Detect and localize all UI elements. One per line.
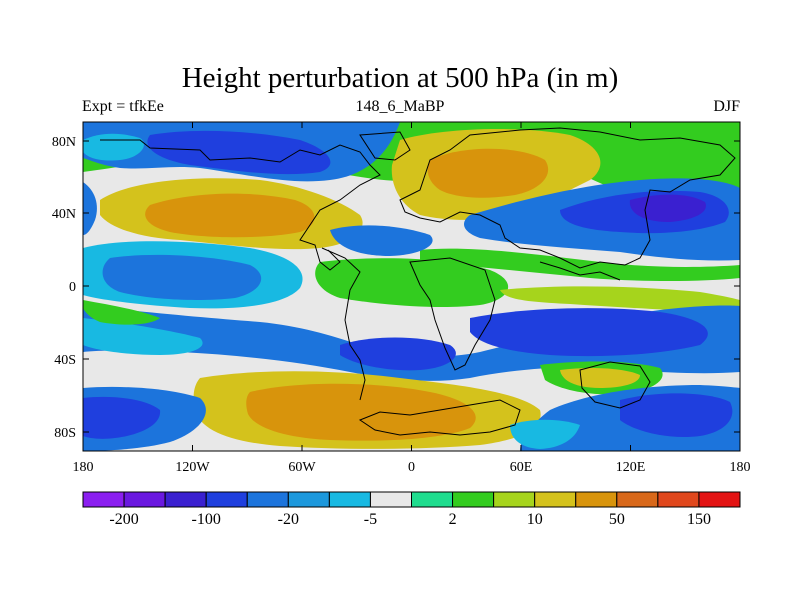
field-darkblue-north-west [147, 130, 331, 175]
colorbar-label: 10 [527, 511, 543, 528]
colorbar-swatch [534, 491, 577, 508]
colorbar-swatch [82, 491, 125, 508]
colorbar-label: 150 [687, 511, 711, 528]
field-orange-north-mid [145, 193, 315, 238]
colorbar-swatch [616, 491, 659, 508]
colorbar-swatch [328, 491, 371, 508]
experiment-label: Expt = tfkEe [82, 98, 164, 115]
coastline-eurasia [399, 127, 736, 269]
coastline-indonesia [539, 261, 621, 281]
coastline-south-america [321, 247, 366, 401]
coastlines [100, 127, 736, 436]
colorbar-swatch [287, 491, 330, 508]
colorbar-label: -5 [364, 511, 377, 528]
field-orange-south-high [246, 383, 476, 441]
coastline-greenland [359, 131, 411, 161]
colorbar-swatch [411, 491, 454, 508]
field-yellow-equator-strip [500, 286, 740, 312]
field-green-equator [315, 258, 509, 308]
lat-tick-label: 40S [54, 353, 76, 368]
lon-tick-label: 60E [510, 460, 533, 475]
lat-tick-label: 80S [54, 426, 76, 441]
contour-field [83, 122, 740, 451]
colorbar-swatch [123, 491, 166, 508]
field-darkblue-south-atlantic [340, 337, 456, 371]
lat-tick-label: 80N [52, 135, 76, 150]
field-purple-pacific [629, 194, 706, 222]
colorbar-swatch [575, 491, 618, 508]
field-blue-south-mid [83, 305, 740, 381]
lon-tick-label: 180 [730, 460, 751, 475]
run-id-label: 148_6_MaBP [355, 98, 445, 115]
coastline-australia [579, 361, 651, 409]
colorbar-swatch [164, 491, 207, 508]
field-lightblue-south-pole-mid [510, 419, 580, 449]
field-green-asia-strip [420, 248, 740, 281]
field-blue-north-west-edge [83, 182, 97, 235]
field-lightblue-south-west [83, 318, 203, 355]
field-green-south-west [83, 300, 160, 325]
colorbar-swatch [493, 491, 536, 508]
colorbar-swatch [452, 491, 495, 508]
plot-title: Height perturbation at 500 hPa (in m) [181, 62, 619, 94]
colorbar-label: 50 [609, 511, 625, 528]
lon-tick-label: 120E [616, 460, 646, 475]
colorbar-swatch [246, 491, 289, 508]
coastline-north-america [100, 139, 381, 271]
coastline-antarctica [358, 399, 521, 436]
colorbar-swatch [369, 491, 412, 508]
lon-tick-label: 0 [408, 460, 415, 475]
field-darkblue-south-pacific-east [470, 308, 708, 357]
field-darkblue-south-pole-west [83, 396, 161, 439]
colorbar: -200 -100 -20 -5 2 10 50 150 [82, 491, 741, 528]
latitude-axis: 80N 40N 0 40S 80S [52, 135, 740, 441]
lon-tick-label: 180 [73, 460, 94, 475]
colorbar-swatch [698, 491, 741, 508]
field-darkblue-south-pole-east [620, 393, 733, 438]
longitude-axis: 180 120W 60W 0 60E 120E 180 [73, 122, 751, 475]
colorbar-label: -100 [192, 511, 221, 528]
colorbar-label: -200 [109, 511, 138, 528]
lon-tick-label: 60W [288, 460, 316, 475]
lat-tick-label: 40N [52, 207, 76, 222]
field-orange-eurasia [427, 148, 549, 198]
season-label: DJF [713, 98, 740, 115]
colorbar-label: -20 [278, 511, 299, 528]
field-blue-west-equator [102, 254, 262, 300]
colorbar-swatch [205, 491, 248, 508]
lon-tick-label: 120W [175, 460, 210, 475]
colorbar-label: 2 [449, 511, 457, 528]
coastline-africa [409, 257, 496, 371]
colorbar-swatch [657, 491, 700, 508]
field-blue-atlantic [330, 225, 433, 256]
lat-tick-label: 0 [69, 280, 76, 295]
